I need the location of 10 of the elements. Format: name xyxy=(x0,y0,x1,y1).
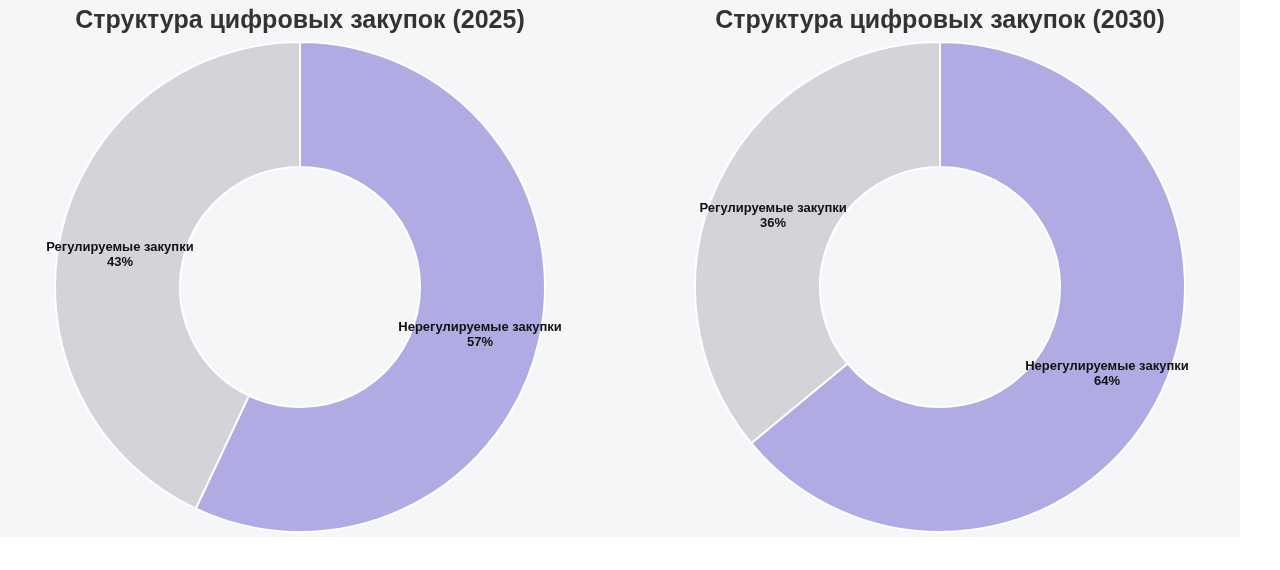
slice-label: Регулируемые закупки xyxy=(699,200,847,216)
slice-label: Нерегулируемые закупки xyxy=(398,319,562,335)
slice-label: Нерегулируемые закупки xyxy=(1025,357,1189,373)
data-label: 64% xyxy=(1093,372,1121,388)
chart-title: Структура цифровых закупок (2030) xyxy=(715,5,1165,33)
slice-label: Регулируемые закупки xyxy=(46,238,194,254)
chart-title: Структура цифровых закупок (2025) xyxy=(75,5,525,33)
data-label: 43% xyxy=(106,253,134,269)
data-label: 36% xyxy=(760,215,787,231)
data-label: 57% xyxy=(467,334,494,350)
